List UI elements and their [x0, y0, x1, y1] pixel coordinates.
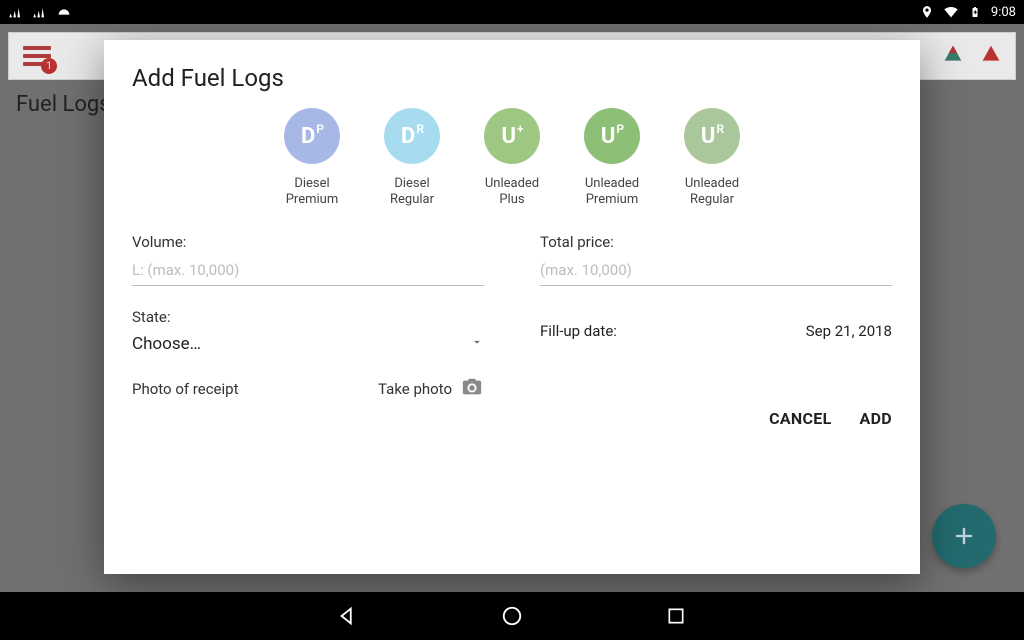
signal-icon — [32, 4, 48, 20]
android-nav-bar — [0, 592, 1024, 640]
photo-field: Photo of receipt Take photo — [132, 376, 484, 402]
add-fab[interactable] — [932, 504, 996, 568]
fuel-type-label: UnleadedPremium — [585, 176, 639, 209]
total-price-label: Total price: — [540, 233, 892, 251]
alert-icon[interactable] — [981, 44, 1001, 68]
fuel-type-label: UnleadedRegular — [685, 176, 739, 209]
form-grid: Volume: Total price: State: Choose… — [132, 233, 892, 402]
fuel-type-label: DieselRegular — [390, 176, 434, 209]
topbar-right-icons — [943, 44, 1007, 68]
fuel-type-option[interactable]: DR DieselRegular — [372, 108, 452, 209]
screen: 9:08 1 Fuel Logs Add Fuel Logs DPD — [0, 0, 1024, 640]
status-left — [8, 4, 72, 20]
menu-button[interactable]: 1 — [17, 36, 57, 76]
fuel-type-label: DieselPremium — [286, 176, 339, 209]
wifi-icon — [943, 4, 959, 20]
volume-label: Volume: — [132, 233, 484, 251]
volume-input[interactable] — [132, 257, 484, 286]
signal-icon — [8, 4, 24, 20]
fuel-type-icon: DP — [284, 108, 340, 164]
fuel-type-icon: DR — [384, 108, 440, 164]
location-icon — [919, 4, 935, 20]
helmet-icon — [56, 4, 72, 20]
battery-icon — [967, 4, 983, 20]
dialog-title: Add Fuel Logs — [132, 64, 892, 92]
menu-badge: 1 — [41, 58, 57, 74]
chevron-down-icon — [470, 334, 484, 354]
state-field: State: Choose… — [132, 308, 484, 354]
fuel-type-icon: UP — [584, 108, 640, 164]
fuel-type-option[interactable]: U+ UnleadedPlus — [472, 108, 552, 209]
fuel-type-icon: UR — [684, 108, 740, 164]
photo-label: Photo of receipt — [132, 380, 239, 398]
nav-back-button[interactable] — [336, 604, 360, 628]
alert-icon[interactable] — [943, 44, 963, 68]
fuel-type-selector: DP DieselPremium DR DieselRegular U+ Unleaded… — [132, 108, 892, 209]
nav-home-button[interactable] — [500, 604, 524, 628]
cancel-button[interactable]: CANCEL — [769, 409, 831, 428]
dialog-actions: CANCEL ADD — [769, 409, 892, 428]
add-fuel-log-dialog: Add Fuel Logs DP DieselPremium DR DieselReg… — [104, 40, 920, 574]
take-photo-button[interactable]: Take photo — [378, 376, 484, 402]
fuel-type-icon: U+ — [484, 108, 540, 164]
take-photo-label: Take photo — [378, 380, 452, 398]
fillup-date-field: Fill-up date: Sep 21, 2018 — [540, 322, 892, 340]
add-button[interactable]: ADD — [860, 409, 892, 428]
fuel-type-option[interactable]: UP UnleadedPremium — [572, 108, 652, 209]
nav-recent-button[interactable] — [664, 604, 688, 628]
status-bar: 9:08 — [0, 0, 1024, 24]
state-value: Choose… — [132, 334, 201, 354]
fuel-type-option[interactable]: UR UnleadedRegular — [672, 108, 752, 209]
fuel-type-label: UnleadedPlus — [485, 176, 539, 209]
total-price-field: Total price: — [540, 233, 892, 286]
fillup-date-row[interactable]: Fill-up date: Sep 21, 2018 — [540, 322, 892, 340]
volume-field: Volume: — [132, 233, 484, 286]
fuel-type-option[interactable]: DP DieselPremium — [272, 108, 352, 209]
fillup-date-value: Sep 21, 2018 — [806, 322, 892, 340]
state-label: State: — [132, 308, 484, 326]
status-clock: 9:08 — [991, 5, 1016, 20]
fillup-date-label: Fill-up date: — [540, 322, 617, 340]
camera-icon — [460, 376, 484, 402]
status-right: 9:08 — [919, 4, 1016, 20]
total-price-input[interactable] — [540, 257, 892, 286]
state-select[interactable]: Choose… — [132, 332, 484, 354]
